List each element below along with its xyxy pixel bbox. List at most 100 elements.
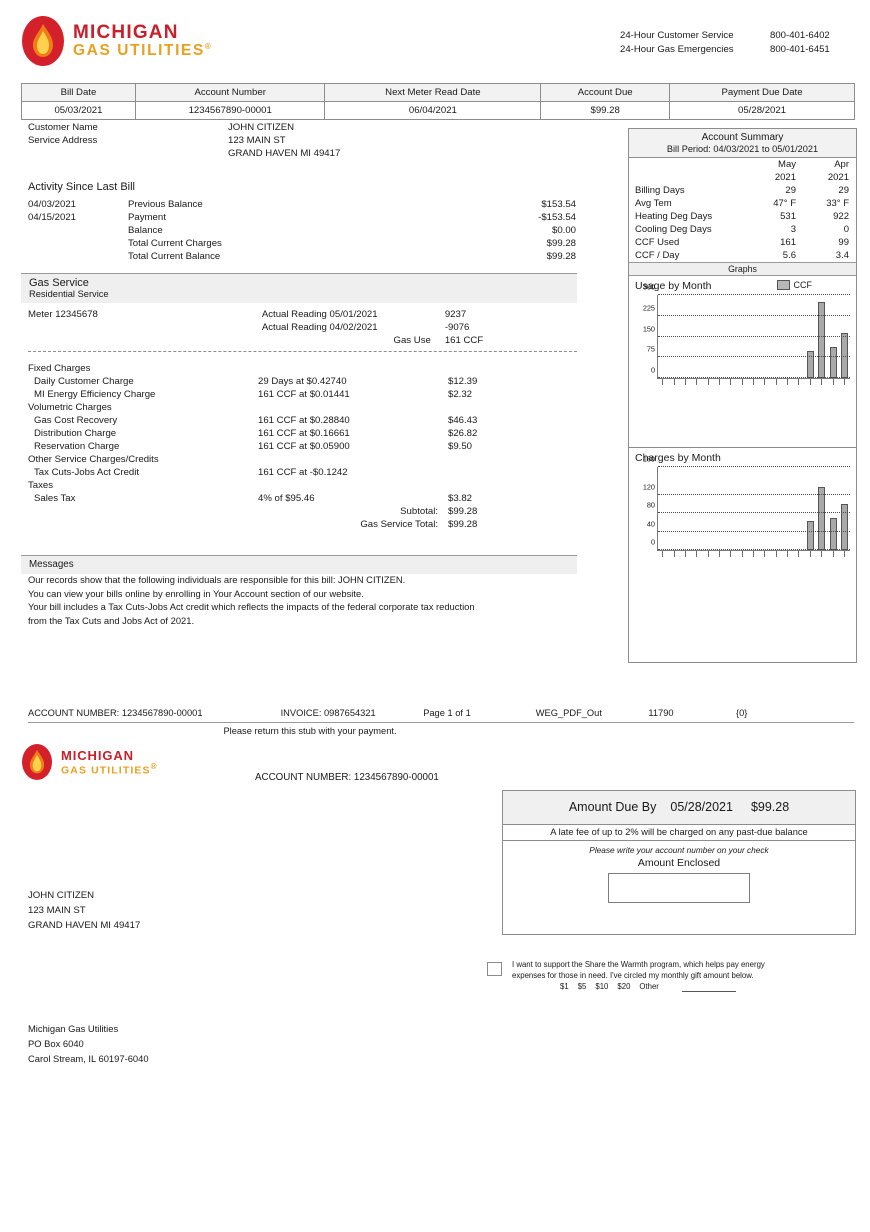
stub-customer-name: JOHN CITIZEN (28, 890, 95, 901)
warmth-amount-option[interactable]: $1 (560, 982, 569, 991)
brand-wordmark: MICHIGAN GAS UTILITIES® (73, 23, 212, 59)
flame-icon (29, 749, 45, 774)
summary-col2-year: 2021 (827, 172, 849, 183)
warmth-other-amount-input[interactable] (681, 983, 736, 992)
x-axis-tick (657, 379, 668, 385)
grid-line (658, 294, 850, 295)
x-axis-tick (714, 379, 725, 385)
bar-slot (737, 467, 748, 550)
bar-slot (748, 295, 759, 378)
value-account-number: 1234567890-00001 (134, 101, 326, 120)
warmth-line1: I want to support the Share the Warmth p… (512, 960, 765, 969)
flame-oval-icon (22, 16, 64, 66)
warmth-amount-option[interactable]: $5 (577, 982, 587, 991)
stub-customer-address: JOHN CITIZEN 123 MAIN ST GRAND HAVEN MI … (28, 889, 140, 933)
charge-row: Tax Cuts-Jobs Act Credit 161 CCF at -$0.… (28, 466, 577, 479)
y-axis-tick-label: 120 (642, 482, 655, 492)
warmth-amount-option[interactable]: $20 (617, 982, 631, 991)
charge-amount: $2.32 (448, 389, 473, 400)
chart-title: Charges by Month (635, 452, 721, 464)
col-header-bill-date: Bill Date (21, 83, 136, 102)
summary-value-col1: 29 (785, 185, 796, 196)
charge-group-row: Taxes (28, 479, 577, 492)
x-axis-tick (714, 551, 725, 557)
share-the-warmth-checkbox[interactable] (487, 962, 502, 976)
total-row: Gas Service Total: $99.28 (28, 518, 577, 531)
charge-calc: 161 CCF at $0.28840 (258, 415, 350, 426)
bar-slot (805, 295, 816, 378)
x-axis-tick (805, 379, 816, 385)
bar-slot (771, 295, 782, 378)
y-axis-tick-label: 0 (650, 537, 655, 547)
gas-total-label: Gas Service Total: (360, 519, 438, 530)
summary-value-col1: 161 (780, 237, 796, 248)
footer-brace: {0} (735, 708, 748, 718)
summary-value-col1: 531 (780, 211, 796, 222)
bar-slot (771, 467, 782, 550)
warmth-amount-option-other[interactable]: Other (639, 982, 659, 991)
x-axis-tick (737, 379, 748, 385)
plot-inner (657, 466, 850, 551)
col-header-payment-due: Payment Due Date (669, 83, 855, 102)
chart-plot-area: 0 40 80 120 180 (633, 455, 852, 562)
bar-slot (681, 295, 692, 378)
table-row: Total Current Balance $99.28 (28, 250, 576, 263)
grid-line (658, 377, 850, 378)
usage-by-month-chart: Usage by Month CCF 0 75 150 225 300 (629, 276, 856, 448)
warmth-amount-option[interactable]: $10 (595, 982, 609, 991)
contact-number: 800-401-6451 (770, 44, 830, 55)
charge-group-label: Fixed Charges (28, 363, 91, 374)
table-header-row: May Apr (629, 158, 856, 171)
activity-section: Activity Since Last Bill 04/03/2021 Prev… (28, 181, 576, 263)
summary-value-col2: 922 (833, 211, 849, 222)
bar-slot (827, 467, 838, 550)
gas-service-band: Gas Service Residential Service (21, 273, 577, 303)
x-axis-tick (725, 551, 736, 557)
x-axis-tick (759, 551, 770, 557)
bar-slot (703, 295, 714, 378)
page-header: MICHIGAN GAS UTILITIES® 24-Hour Customer… (22, 16, 848, 66)
activity-date (28, 237, 128, 250)
x-axis-tick (839, 551, 850, 557)
bar-slot (692, 467, 703, 550)
y-axis-tick-label: 75 (646, 344, 655, 354)
charge-group-row: Other Service Charges/Credits (28, 453, 577, 466)
charge-calc: 161 CCF at -$0.1242 (258, 467, 348, 478)
table-row: Balance $0.00 (28, 224, 576, 237)
x-axis-tick (793, 551, 804, 557)
account-summary-title: Account Summary (701, 132, 784, 143)
grid-line (658, 356, 850, 358)
gas-service-subtitle: Residential Service (29, 289, 109, 299)
summary-col1-month: May (778, 159, 796, 170)
charge-desc: Reservation Charge (34, 441, 120, 452)
footer-code: WEG_PDF_Out (535, 708, 602, 718)
table-row: Gas Use 161 CCF (28, 334, 577, 347)
account-summary-header: Account Summary Bill Period: 04/03/2021 … (629, 129, 856, 158)
bar-slot (737, 295, 748, 378)
bar-slot (669, 295, 680, 378)
summary-label: Avg Tem (635, 198, 672, 209)
contact-row: 24-Hour Customer Service 800-401-6402 (620, 30, 848, 41)
y-axis-tick-label: 150 (642, 324, 655, 333)
reading-desc: Actual Reading 04/02/2021 (261, 322, 378, 333)
chart-legend: CCF (776, 280, 812, 290)
bar-slot (703, 467, 714, 550)
col-header-next-meter-read: Next Meter Read Date (324, 83, 542, 102)
meter-label: Meter 12345678 (28, 309, 98, 320)
charge-amount (448, 466, 577, 479)
table-row: 05/03/2021 1234567890-00001 06/04/2021 $… (21, 101, 855, 120)
x-axis-tick (691, 551, 702, 557)
bar-slot (658, 295, 669, 378)
charge-group-row: Fixed Charges (28, 362, 577, 375)
bar-slot (805, 467, 816, 550)
bar-slot (760, 295, 771, 378)
gas-use-label: Gas Use (393, 335, 431, 346)
y-axis: 0 40 80 120 180 (633, 455, 657, 562)
table-row: Avg Tem 47° F 33° F (629, 197, 856, 210)
amount-enclosed-input[interactable] (608, 873, 750, 903)
x-axis-tick (827, 551, 838, 557)
y-axis-tick-label: 300 (642, 282, 655, 292)
activity-amount: $0.00 (551, 225, 576, 236)
x-axis-tick (782, 379, 793, 385)
charge-group-label: Taxes (28, 480, 54, 491)
